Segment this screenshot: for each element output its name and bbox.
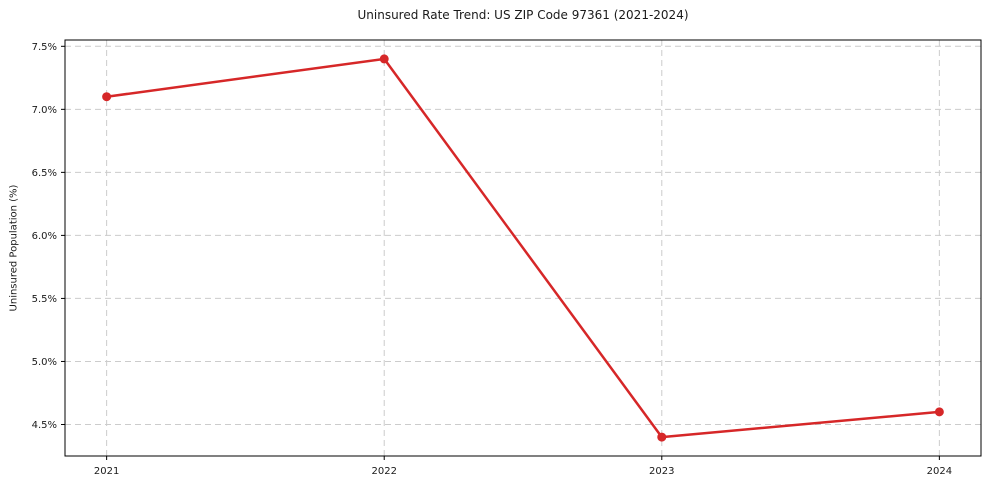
y-tick-label: 5.5% <box>32 294 57 305</box>
data-point-marker <box>934 407 944 417</box>
y-tick-label: 5.0% <box>32 357 57 368</box>
x-tick-label: 2022 <box>371 466 396 477</box>
chart-title: Uninsured Rate Trend: US ZIP Code 97361 … <box>357 8 689 22</box>
data-point-marker <box>379 54 389 64</box>
y-tick-label: 6.5% <box>32 168 57 179</box>
y-tick-label: 7.0% <box>32 105 57 116</box>
x-tick-label: 2021 <box>94 466 119 477</box>
y-tick-label: 7.5% <box>32 42 57 53</box>
y-tick-label: 4.5% <box>32 420 57 431</box>
data-point-marker <box>102 92 112 102</box>
y-tick-label: 6.0% <box>32 231 57 242</box>
plot-border <box>64 39 982 457</box>
trend-line <box>105 57 941 439</box>
x-tick-label: 2023 <box>649 466 674 477</box>
x-tick-label: 2024 <box>927 466 952 477</box>
data-point-marker <box>657 432 667 442</box>
